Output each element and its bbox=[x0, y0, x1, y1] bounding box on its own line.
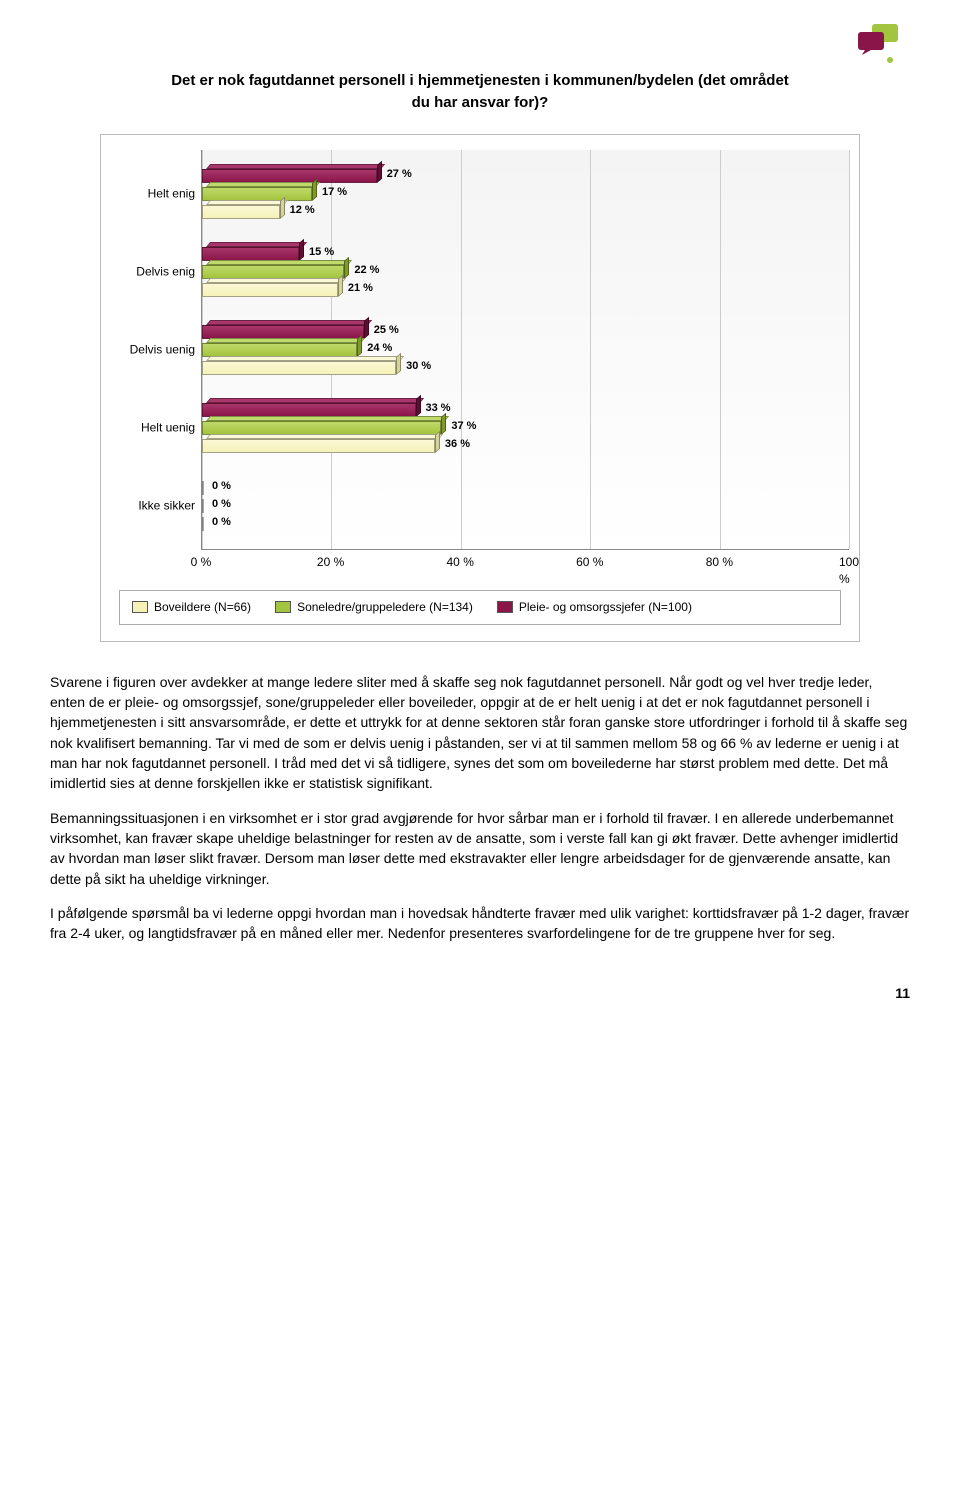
bar-value-label: 15 % bbox=[309, 245, 334, 261]
legend-swatch bbox=[497, 601, 513, 613]
legend-swatch bbox=[275, 601, 291, 613]
page-number: 11 bbox=[50, 983, 910, 1003]
legend-label: Boveildere (N=66) bbox=[154, 599, 251, 616]
chart-bar bbox=[202, 247, 299, 261]
x-tick: 0 % bbox=[191, 554, 212, 571]
legend-label: Pleie- og omsorgssjefer (N=100) bbox=[519, 599, 692, 616]
bar-value-label: 0 % bbox=[212, 479, 231, 495]
bar-value-label: 21 % bbox=[348, 281, 373, 297]
chart-bar bbox=[202, 325, 364, 339]
chart-title: Det er nok fagutdannet personell i hjemm… bbox=[160, 70, 800, 114]
chart-bar bbox=[202, 421, 441, 435]
bar-value-label: 33 % bbox=[426, 401, 451, 417]
bar-value-label: 24 % bbox=[367, 341, 392, 357]
bar-value-label: 0 % bbox=[212, 497, 231, 513]
bar-value-label: 0 % bbox=[212, 515, 231, 531]
bar-value-label: 17 % bbox=[322, 185, 347, 201]
category-label: Helt uenig bbox=[107, 419, 195, 436]
chart-legend: Boveildere (N=66) Soneledre/gruppeledere … bbox=[119, 590, 841, 625]
category-label: Ikke sikker bbox=[107, 497, 195, 514]
legend-swatch bbox=[132, 601, 148, 613]
legend-item: Pleie- og omsorgssjefer (N=100) bbox=[497, 599, 692, 616]
x-tick: 20 % bbox=[317, 554, 344, 571]
category-label: Delvis uenig bbox=[107, 341, 195, 358]
survey-chart: Helt enig 27 % 17 % 12 % Delvis enig 15 % 22 %… bbox=[100, 134, 860, 642]
bar-value-label: 30 % bbox=[406, 359, 431, 375]
chart-bar bbox=[202, 169, 377, 183]
logo-icon bbox=[850, 20, 910, 75]
chart-bar bbox=[202, 343, 357, 357]
category-label: Delvis enig bbox=[107, 263, 195, 280]
chart-bar bbox=[202, 361, 396, 375]
bar-value-label: 27 % bbox=[387, 167, 412, 183]
chart-bar bbox=[202, 439, 435, 453]
legend-item: Soneledre/gruppeledere (N=134) bbox=[275, 599, 473, 616]
category-label: Helt enig bbox=[107, 185, 195, 202]
chart-bar bbox=[202, 403, 416, 417]
chart-bar bbox=[202, 283, 338, 297]
chart-bar bbox=[202, 265, 344, 279]
bar-value-label: 36 % bbox=[445, 437, 470, 453]
x-tick: 80 % bbox=[706, 554, 733, 571]
bar-value-label: 22 % bbox=[354, 263, 379, 279]
x-tick: 60 % bbox=[576, 554, 603, 571]
chart-bar bbox=[202, 205, 280, 219]
chart-bar bbox=[202, 187, 312, 201]
bar-value-label: 12 % bbox=[290, 203, 315, 219]
body-paragraph: I påfølgende spørsmål ba vi lederne oppg… bbox=[50, 903, 910, 944]
body-paragraph: Bemanningssituasjonen i en virksomhet er… bbox=[50, 808, 910, 889]
legend-item: Boveildere (N=66) bbox=[132, 599, 251, 616]
bar-value-label: 37 % bbox=[451, 419, 476, 435]
x-tick: 40 % bbox=[447, 554, 474, 571]
body-paragraph: Svarene i figuren over avdekker at mange… bbox=[50, 672, 910, 794]
bar-value-label: 25 % bbox=[374, 323, 399, 339]
x-tick: 100 % bbox=[839, 554, 859, 589]
legend-label: Soneledre/gruppeledere (N=134) bbox=[297, 599, 473, 616]
